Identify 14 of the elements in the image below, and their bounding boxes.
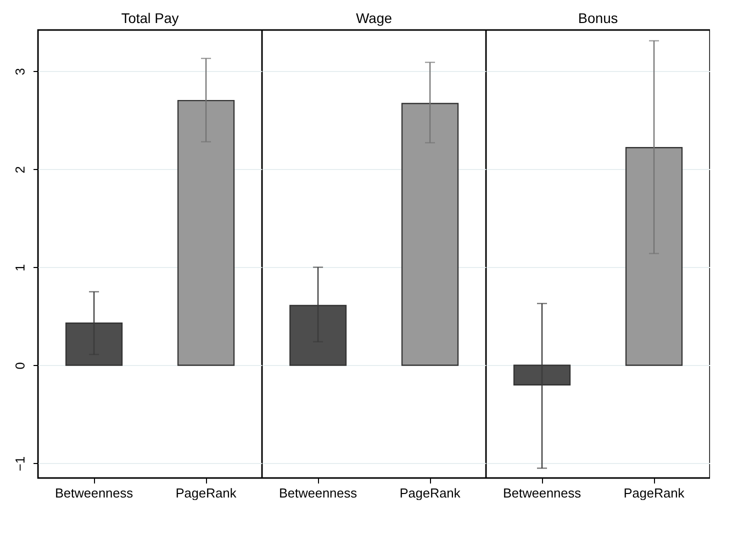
x-tick-label: Betweenness: [502, 486, 582, 500]
x-tick-label: PageRank: [624, 486, 685, 500]
x-tick-label: Betweenness: [278, 486, 358, 500]
x-tick-label: PageRank: [176, 486, 237, 500]
y-tick-label: 2: [12, 166, 28, 174]
x-tick-label: Betweenness: [54, 486, 134, 500]
x-tick-label: PageRank: [400, 486, 461, 500]
chart-title: Wage: [356, 10, 392, 26]
chart-title: Total Pay: [121, 10, 179, 26]
y-tick-label: 1: [12, 264, 28, 272]
y-tick-label: 3: [12, 68, 28, 76]
y-tick-label: 0: [12, 362, 28, 370]
y-tick-label: −1: [12, 456, 28, 472]
chart-title: Bonus: [578, 10, 618, 26]
